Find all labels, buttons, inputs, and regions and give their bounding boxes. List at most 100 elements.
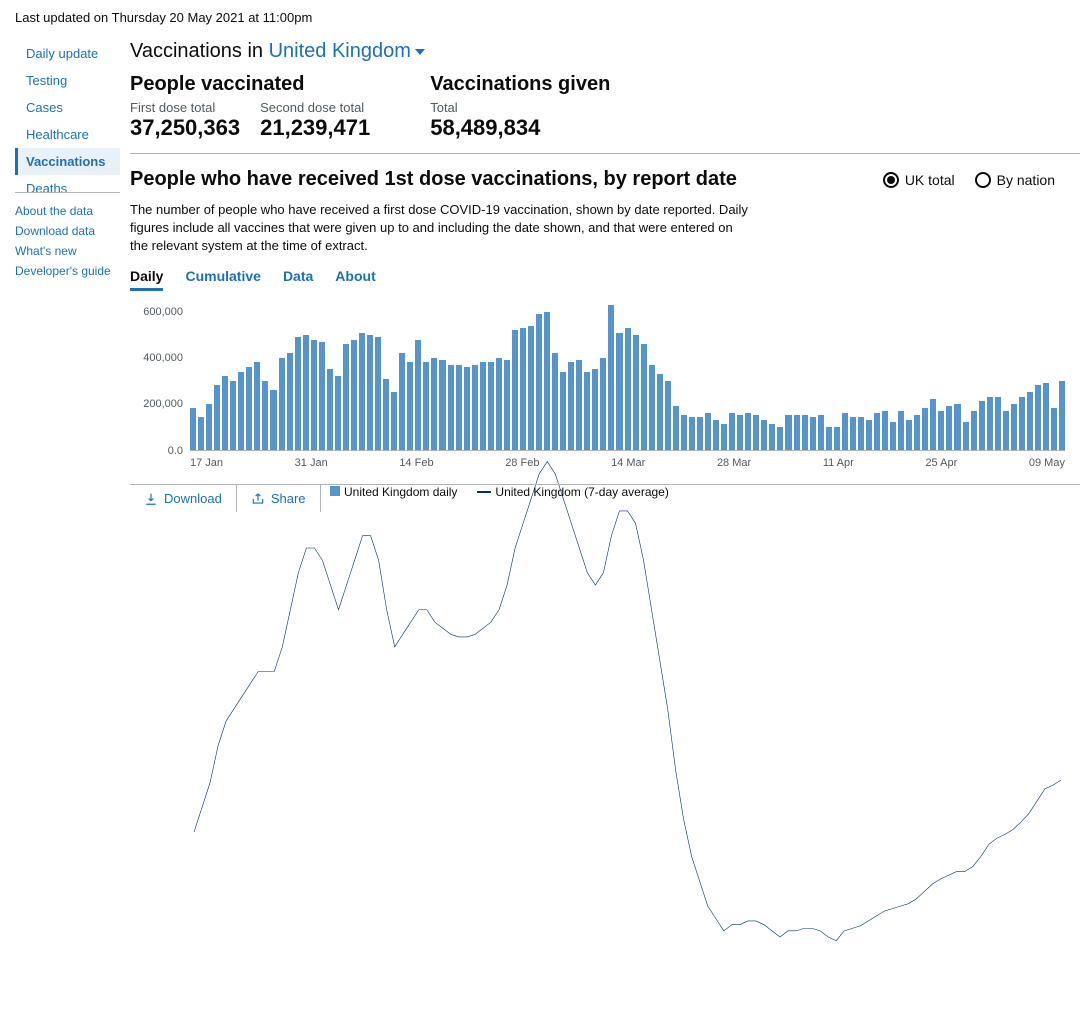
bar — [898, 411, 904, 450]
total-value: 58,489,834 — [430, 115, 540, 141]
bar — [383, 379, 389, 450]
radio-dot-icon — [975, 172, 991, 188]
sidebar-nav: Daily updateTestingCasesHealthcareVaccin… — [15, 40, 120, 202]
bar — [592, 369, 598, 449]
vaccinations-given-group: Vaccinations given Total 58,489,834 — [430, 73, 610, 141]
bar — [850, 417, 856, 449]
bar — [472, 365, 478, 450]
bar — [842, 413, 848, 450]
people-vaccinated-group: People vaccinated First dose total 37,25… — [130, 73, 370, 141]
bar — [1051, 408, 1057, 449]
bar — [351, 340, 357, 450]
bar — [922, 408, 928, 449]
tab-data[interactable]: Data — [283, 268, 313, 291]
bar — [995, 397, 1001, 450]
bar — [938, 411, 944, 450]
section-heading: People who have received 1st dose vaccin… — [130, 168, 737, 191]
bar — [1059, 381, 1065, 450]
bar — [649, 365, 655, 450]
sub-links: About the dataDownload dataWhat's newDev… — [15, 192, 120, 281]
tab-cumulative[interactable]: Cumulative — [185, 268, 260, 291]
bar — [206, 404, 212, 450]
sub-link-about-the-data[interactable]: About the data — [15, 201, 120, 221]
bar — [946, 406, 952, 450]
bar — [230, 381, 236, 450]
bar — [890, 422, 896, 450]
radio-by-nation[interactable]: By nation — [975, 172, 1055, 188]
bar — [834, 427, 840, 450]
bar — [761, 420, 767, 450]
tab-about[interactable]: About — [335, 268, 375, 291]
bar — [448, 365, 454, 450]
sidebar-item-daily-update[interactable]: Daily update — [15, 40, 120, 67]
bar — [262, 381, 268, 450]
bar — [858, 417, 864, 449]
bar — [802, 415, 808, 449]
bar — [504, 360, 510, 449]
bar — [769, 424, 775, 449]
bar — [214, 385, 220, 449]
radio-uk-total-label: UK total — [905, 172, 955, 188]
bar — [295, 337, 301, 449]
share-label: Share — [271, 491, 306, 506]
share-icon — [251, 492, 265, 506]
bar — [431, 358, 437, 450]
region-dropdown[interactable]: United Kingdom — [269, 40, 425, 62]
bar — [391, 392, 397, 449]
bar — [729, 413, 735, 450]
bar — [794, 415, 800, 449]
x-tick-label: 14 Mar — [611, 457, 645, 469]
sub-link-what-s-new[interactable]: What's new — [15, 241, 120, 261]
bar — [641, 344, 647, 449]
sidebar-item-cases[interactable]: Cases — [15, 94, 120, 121]
sidebar-item-vaccinations[interactable]: Vaccinations — [15, 148, 120, 175]
bar — [311, 340, 317, 450]
bar — [633, 335, 639, 450]
bar — [480, 362, 486, 449]
bar — [375, 337, 381, 449]
bar — [456, 365, 462, 450]
bar — [689, 417, 695, 449]
y-tick-label: 200,000 — [143, 398, 183, 410]
bar — [222, 376, 228, 449]
bar — [415, 340, 421, 450]
tabs: Daily Cumulative Data About — [130, 268, 1080, 291]
sidebar-item-testing[interactable]: Testing — [15, 67, 120, 94]
y-axis: 0.0200,000400,000600,000 — [130, 301, 185, 451]
x-tick-label: 25 Apr — [925, 457, 957, 469]
bar — [584, 372, 590, 450]
bar — [279, 358, 285, 450]
bar — [1027, 392, 1033, 449]
bar — [190, 408, 196, 449]
total-label: Total — [430, 100, 540, 115]
y-tick-label: 0.0 — [168, 445, 183, 457]
download-icon — [144, 492, 158, 506]
bar — [979, 401, 985, 449]
bar — [576, 360, 582, 449]
plot-area — [190, 301, 1065, 451]
bar — [327, 369, 333, 449]
sub-link-developer-s-guide[interactable]: Developer's guide — [15, 261, 120, 281]
sidebar-item-healthcare[interactable]: Healthcare — [15, 121, 120, 148]
bar — [464, 367, 470, 450]
bar — [488, 362, 494, 449]
bar — [319, 342, 325, 450]
tab-daily[interactable]: Daily — [130, 268, 163, 291]
bar — [198, 417, 204, 449]
sub-link-download-data[interactable]: Download data — [15, 221, 120, 241]
bar — [512, 330, 518, 449]
bar — [600, 358, 606, 450]
radio-by-nation-label: By nation — [997, 172, 1055, 188]
x-tick-label: 28 Feb — [505, 457, 539, 469]
bar — [753, 415, 759, 449]
download-button[interactable]: Download — [130, 485, 237, 512]
bar — [681, 415, 687, 449]
bar — [697, 417, 703, 449]
radio-uk-total[interactable]: UK total — [883, 172, 955, 188]
bar — [785, 415, 791, 449]
bar — [528, 326, 534, 450]
last-updated-text: Last updated on Thursday 20 May 2021 at … — [15, 10, 312, 25]
share-button[interactable]: Share — [237, 485, 321, 512]
bar — [954, 404, 960, 450]
bar — [987, 397, 993, 450]
